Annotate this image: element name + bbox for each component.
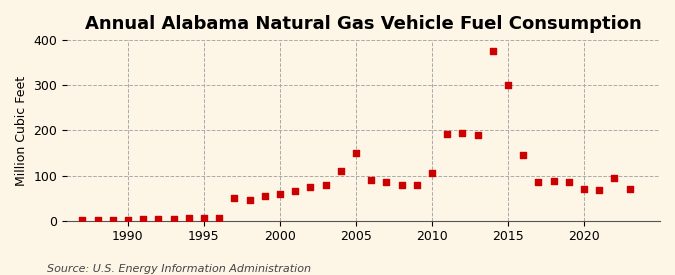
Text: Source: U.S. Energy Information Administration: Source: U.S. Energy Information Administ…: [47, 264, 311, 274]
Point: [518, 153, 529, 158]
Point: [548, 179, 559, 183]
Point: [487, 49, 498, 54]
Point: [153, 217, 164, 221]
Point: [503, 83, 514, 87]
Point: [350, 151, 361, 155]
Point: [427, 171, 437, 175]
Point: [107, 218, 118, 222]
Point: [457, 131, 468, 135]
Point: [472, 133, 483, 137]
Point: [259, 194, 270, 198]
Point: [123, 218, 134, 222]
Point: [305, 185, 316, 189]
Point: [381, 180, 392, 185]
Point: [396, 182, 407, 187]
Point: [198, 216, 209, 220]
Point: [624, 187, 635, 191]
Point: [275, 191, 286, 196]
Point: [594, 188, 605, 192]
Point: [168, 216, 179, 221]
Y-axis label: Million Cubic Feet: Million Cubic Feet: [15, 75, 28, 186]
Point: [184, 216, 194, 220]
Point: [609, 176, 620, 180]
Point: [578, 187, 589, 191]
Point: [290, 189, 300, 194]
Point: [138, 217, 148, 222]
Point: [441, 131, 452, 136]
Point: [244, 198, 255, 203]
Point: [214, 215, 225, 220]
Point: [77, 218, 88, 222]
Point: [320, 182, 331, 187]
Point: [533, 180, 544, 185]
Point: [92, 218, 103, 222]
Point: [366, 178, 377, 182]
Point: [411, 182, 422, 187]
Point: [564, 180, 574, 185]
Point: [229, 196, 240, 200]
Point: [335, 169, 346, 173]
Title: Annual Alabama Natural Gas Vehicle Fuel Consumption: Annual Alabama Natural Gas Vehicle Fuel …: [85, 15, 642, 33]
